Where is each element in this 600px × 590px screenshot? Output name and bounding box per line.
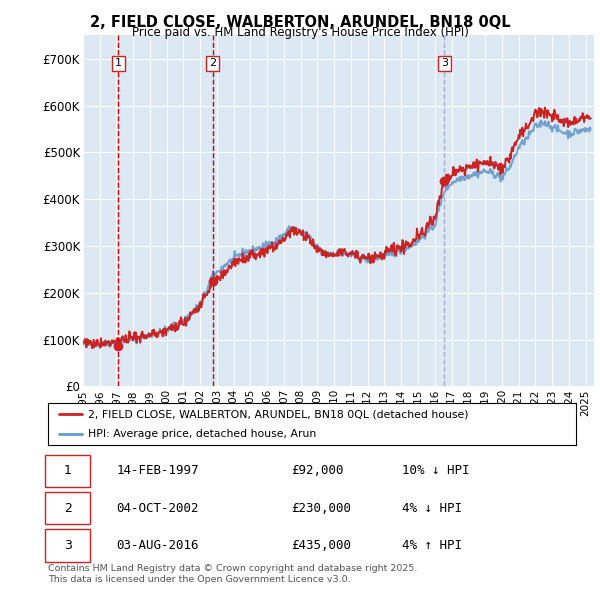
FancyBboxPatch shape <box>46 491 90 525</box>
Text: 10% ↓ HPI: 10% ↓ HPI <box>402 464 469 477</box>
Text: 1: 1 <box>64 464 72 477</box>
Text: 2: 2 <box>209 58 216 68</box>
Text: Contains HM Land Registry data © Crown copyright and database right 2025.: Contains HM Land Registry data © Crown c… <box>48 564 418 573</box>
Text: 2: 2 <box>64 502 72 514</box>
Text: HPI: Average price, detached house, Arun: HPI: Average price, detached house, Arun <box>88 429 316 439</box>
Text: 3: 3 <box>441 58 448 68</box>
FancyBboxPatch shape <box>46 455 90 487</box>
Text: 4% ↓ HPI: 4% ↓ HPI <box>402 502 462 514</box>
Text: This data is licensed under the Open Government Licence v3.0.: This data is licensed under the Open Gov… <box>48 575 350 584</box>
Text: £435,000: £435,000 <box>291 539 351 552</box>
Text: £92,000: £92,000 <box>291 464 343 477</box>
Text: £230,000: £230,000 <box>291 502 351 514</box>
Text: 04-OCT-2002: 04-OCT-2002 <box>116 502 199 514</box>
Text: 3: 3 <box>64 539 72 552</box>
Text: 2, FIELD CLOSE, WALBERTON, ARUNDEL, BN18 0QL: 2, FIELD CLOSE, WALBERTON, ARUNDEL, BN18… <box>89 15 511 30</box>
Text: 1: 1 <box>115 58 122 68</box>
Text: 4% ↑ HPI: 4% ↑ HPI <box>402 539 462 552</box>
Text: 2, FIELD CLOSE, WALBERTON, ARUNDEL, BN18 0QL (detached house): 2, FIELD CLOSE, WALBERTON, ARUNDEL, BN18… <box>88 409 468 419</box>
Text: Price paid vs. HM Land Registry's House Price Index (HPI): Price paid vs. HM Land Registry's House … <box>131 26 469 39</box>
Text: 14-FEB-1997: 14-FEB-1997 <box>116 464 199 477</box>
Text: 03-AUG-2016: 03-AUG-2016 <box>116 539 199 552</box>
FancyBboxPatch shape <box>46 529 90 562</box>
